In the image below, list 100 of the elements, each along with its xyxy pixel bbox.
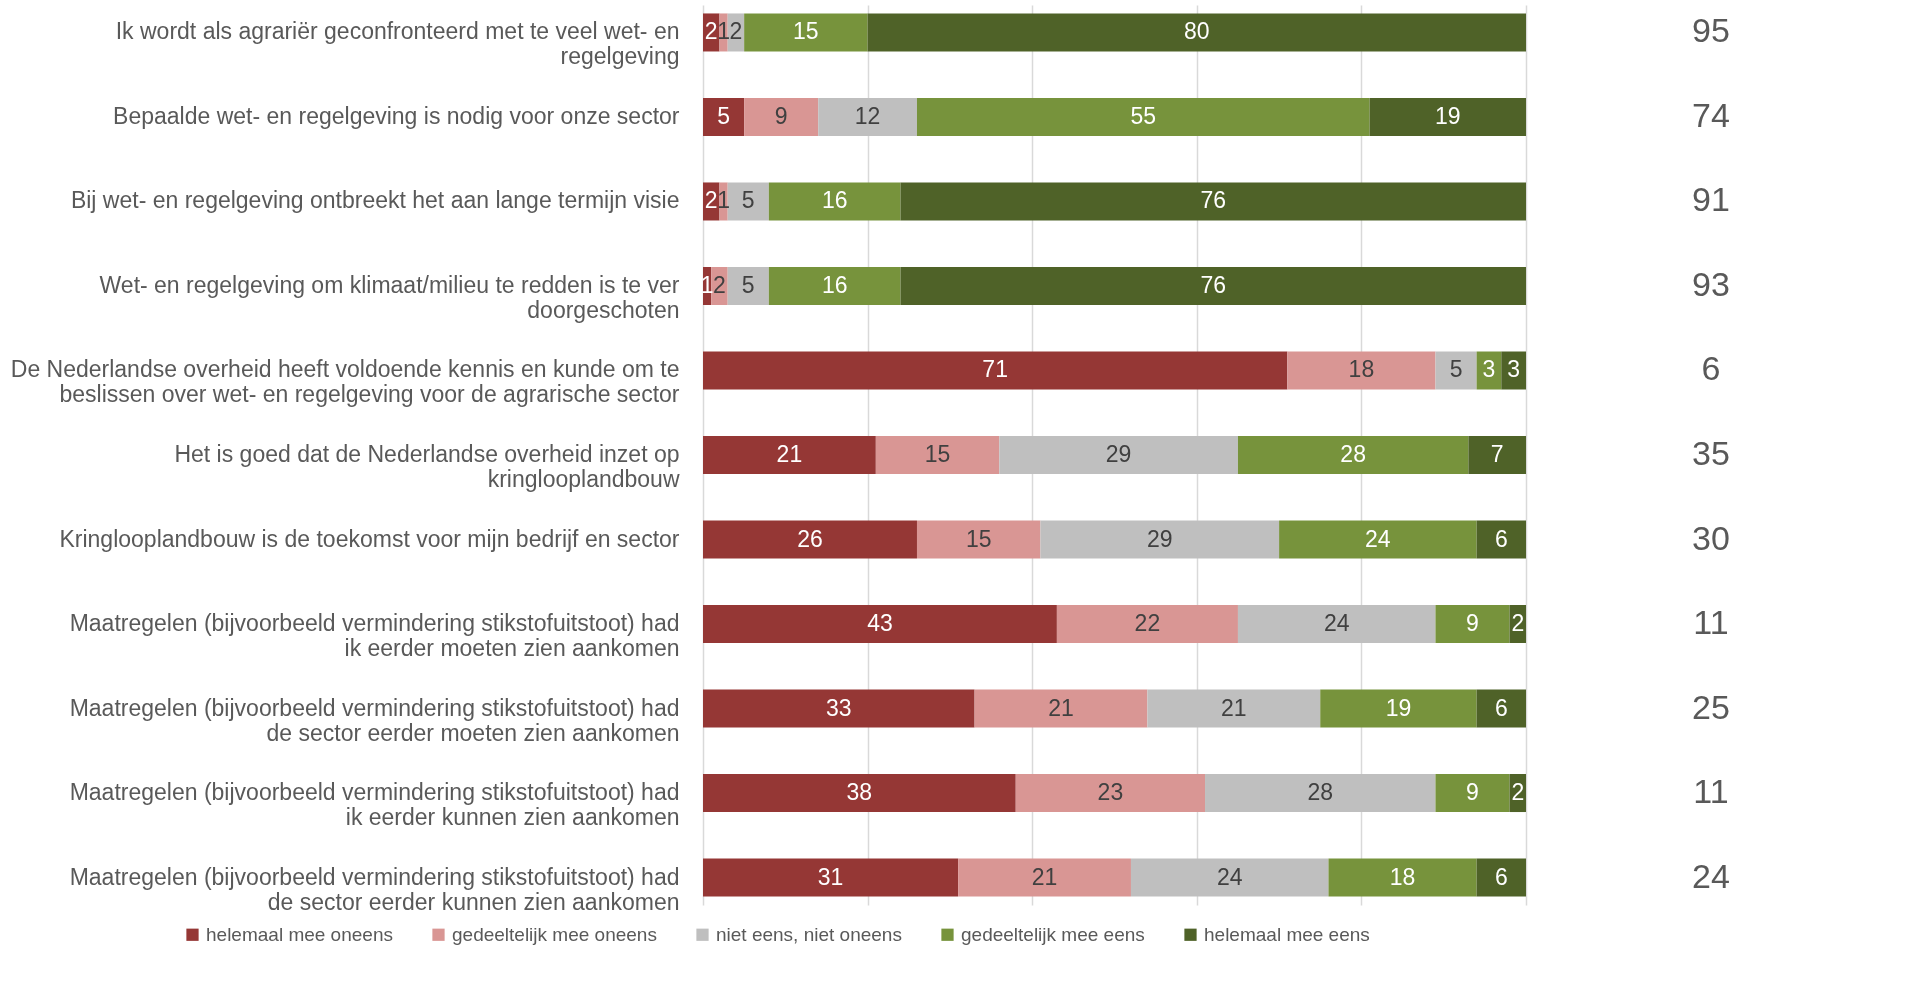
bar — [703, 520, 917, 559]
y-tick-label: Kringlooplandbouw is de toekomst voor mijn bedrijf en sector — [59, 525, 680, 552]
bar — [1369, 97, 1526, 136]
data-label: 2 — [729, 18, 743, 45]
data-label: 18 — [1348, 356, 1375, 383]
data-label: 7 — [1490, 441, 1504, 467]
bar — [1476, 858, 1526, 897]
data-label: 6 — [1494, 694, 1508, 721]
bar — [1476, 520, 1526, 559]
data-label: 15 — [793, 18, 819, 45]
y-tick-label: De Nederlandse overheid heeft voldoende kennis en kunde om te beslissen over wet- en regelgeving voor de agrarische sector — [10, 356, 680, 408]
data-label: 21 — [1048, 694, 1074, 721]
data-label: 43 — [867, 610, 893, 637]
bar — [1237, 605, 1436, 644]
bar — [867, 13, 1526, 52]
bar — [1468, 435, 1526, 475]
data-label: 5 — [741, 187, 755, 214]
data-label: 16 — [821, 187, 848, 214]
legend-label: helemaal mee oneens — [206, 923, 393, 945]
bar — [999, 435, 1238, 475]
text: 25 — [1692, 687, 1730, 726]
data-label: 21 — [1031, 863, 1058, 890]
data-label: 2 — [704, 187, 718, 214]
data-label: 55 — [1130, 102, 1157, 129]
data-label: 29 — [1105, 441, 1132, 467]
text: 91 — [1692, 180, 1730, 219]
bar — [1476, 689, 1526, 728]
data-label: 16 — [821, 271, 848, 298]
data-label: 21 — [776, 441, 803, 467]
data-label: 5 — [1449, 356, 1463, 383]
bar — [1237, 435, 1469, 475]
data-label: 24 — [1365, 525, 1391, 552]
data-label: 80 — [1184, 18, 1210, 45]
data-label: 28 — [1340, 441, 1366, 467]
text: 95 — [1692, 11, 1730, 50]
data-label: 28 — [1307, 779, 1334, 806]
bar — [1015, 774, 1206, 813]
bar — [703, 435, 876, 475]
data-label: 2 — [704, 18, 718, 45]
data-label: 26 — [797, 525, 823, 552]
bar — [1435, 774, 1510, 813]
data-label: 3 — [1482, 356, 1496, 383]
bar — [703, 774, 1016, 813]
data-label: 15 — [924, 441, 951, 467]
data-label: 18 — [1389, 863, 1416, 890]
legend-label: niet eens, niet oneens — [716, 923, 902, 945]
bar — [768, 182, 901, 221]
bar — [1435, 351, 1477, 390]
bar — [703, 689, 975, 728]
bar — [900, 182, 1526, 221]
data-label: 9 — [1466, 610, 1479, 637]
bar — [744, 97, 819, 136]
data-label: 22 — [1134, 610, 1161, 637]
data-label: 24 — [1216, 863, 1243, 890]
y-tick-label: Maatregelen (bijvoorbeeld vermindering stikstofuitstoot) had ik eerder moeten zien aankomen — [69, 610, 680, 662]
data-label: 5 — [717, 102, 730, 129]
bar — [1205, 774, 1436, 813]
bar — [703, 351, 1288, 390]
bar — [875, 435, 1000, 475]
data-label: 5 — [741, 271, 755, 298]
text: 35 — [1692, 434, 1730, 472]
bar — [1320, 689, 1477, 728]
data-label: 15 — [965, 525, 992, 552]
bar — [818, 97, 917, 136]
text: 24 — [1692, 856, 1730, 895]
data-label: 76 — [1200, 187, 1227, 214]
data-label: 9 — [774, 102, 788, 129]
data-label: 12 — [854, 102, 881, 129]
bar — [1279, 520, 1477, 559]
bar — [703, 97, 745, 136]
data-label: 2 — [713, 271, 726, 298]
data-label: 38 — [846, 779, 873, 806]
y-tick-label: Bij wet- en regelgeving ontbreekt het aan lange termijn visie — [70, 187, 680, 214]
y-tick-label: Ik wordt als agrariër geconfronteerd met te veel wet- en regelgeving — [115, 18, 680, 70]
data-label: 6 — [1494, 525, 1508, 552]
data-label: 21 — [1221, 694, 1247, 721]
text: 30 — [1692, 518, 1730, 557]
legend-label: helemaal mee eens — [1204, 923, 1370, 945]
bar — [916, 520, 1041, 559]
data-label: 6 — [1494, 863, 1508, 890]
y-tick-label: Maatregelen (bijvoorbeeld vermindering stikstofuitstoot) had de sector eerder moeten zien aankomen — [69, 694, 680, 746]
y-tick-label: Bepaalde wet- en regelgeving is nodig voor onze sector — [113, 102, 680, 129]
bar — [1287, 351, 1436, 390]
y-tick-label: Maatregelen (bijvoorbeeld vermindering stikstofuitstoot) had ik eerder kunnen zien aankomen — [69, 779, 680, 831]
y-tick-label: Het is goed dat de Nederlandse overheid inzet op kringlooplandbouw — [174, 441, 680, 492]
text: 74 — [1692, 95, 1730, 134]
bar — [1435, 605, 1510, 644]
data-label: 31 — [817, 863, 844, 890]
text: 93 — [1692, 264, 1730, 303]
data-label: 2 — [1511, 779, 1525, 806]
bar — [744, 13, 868, 52]
bar — [1056, 605, 1238, 644]
bar — [703, 858, 959, 897]
text: 6 — [1701, 349, 1721, 388]
data-label: 2 — [1511, 610, 1525, 637]
data-label: 24 — [1323, 610, 1350, 637]
bar — [958, 858, 1131, 897]
data-label: 3 — [1507, 356, 1521, 383]
data-label: 9 — [1466, 779, 1479, 806]
bar — [1147, 689, 1321, 728]
